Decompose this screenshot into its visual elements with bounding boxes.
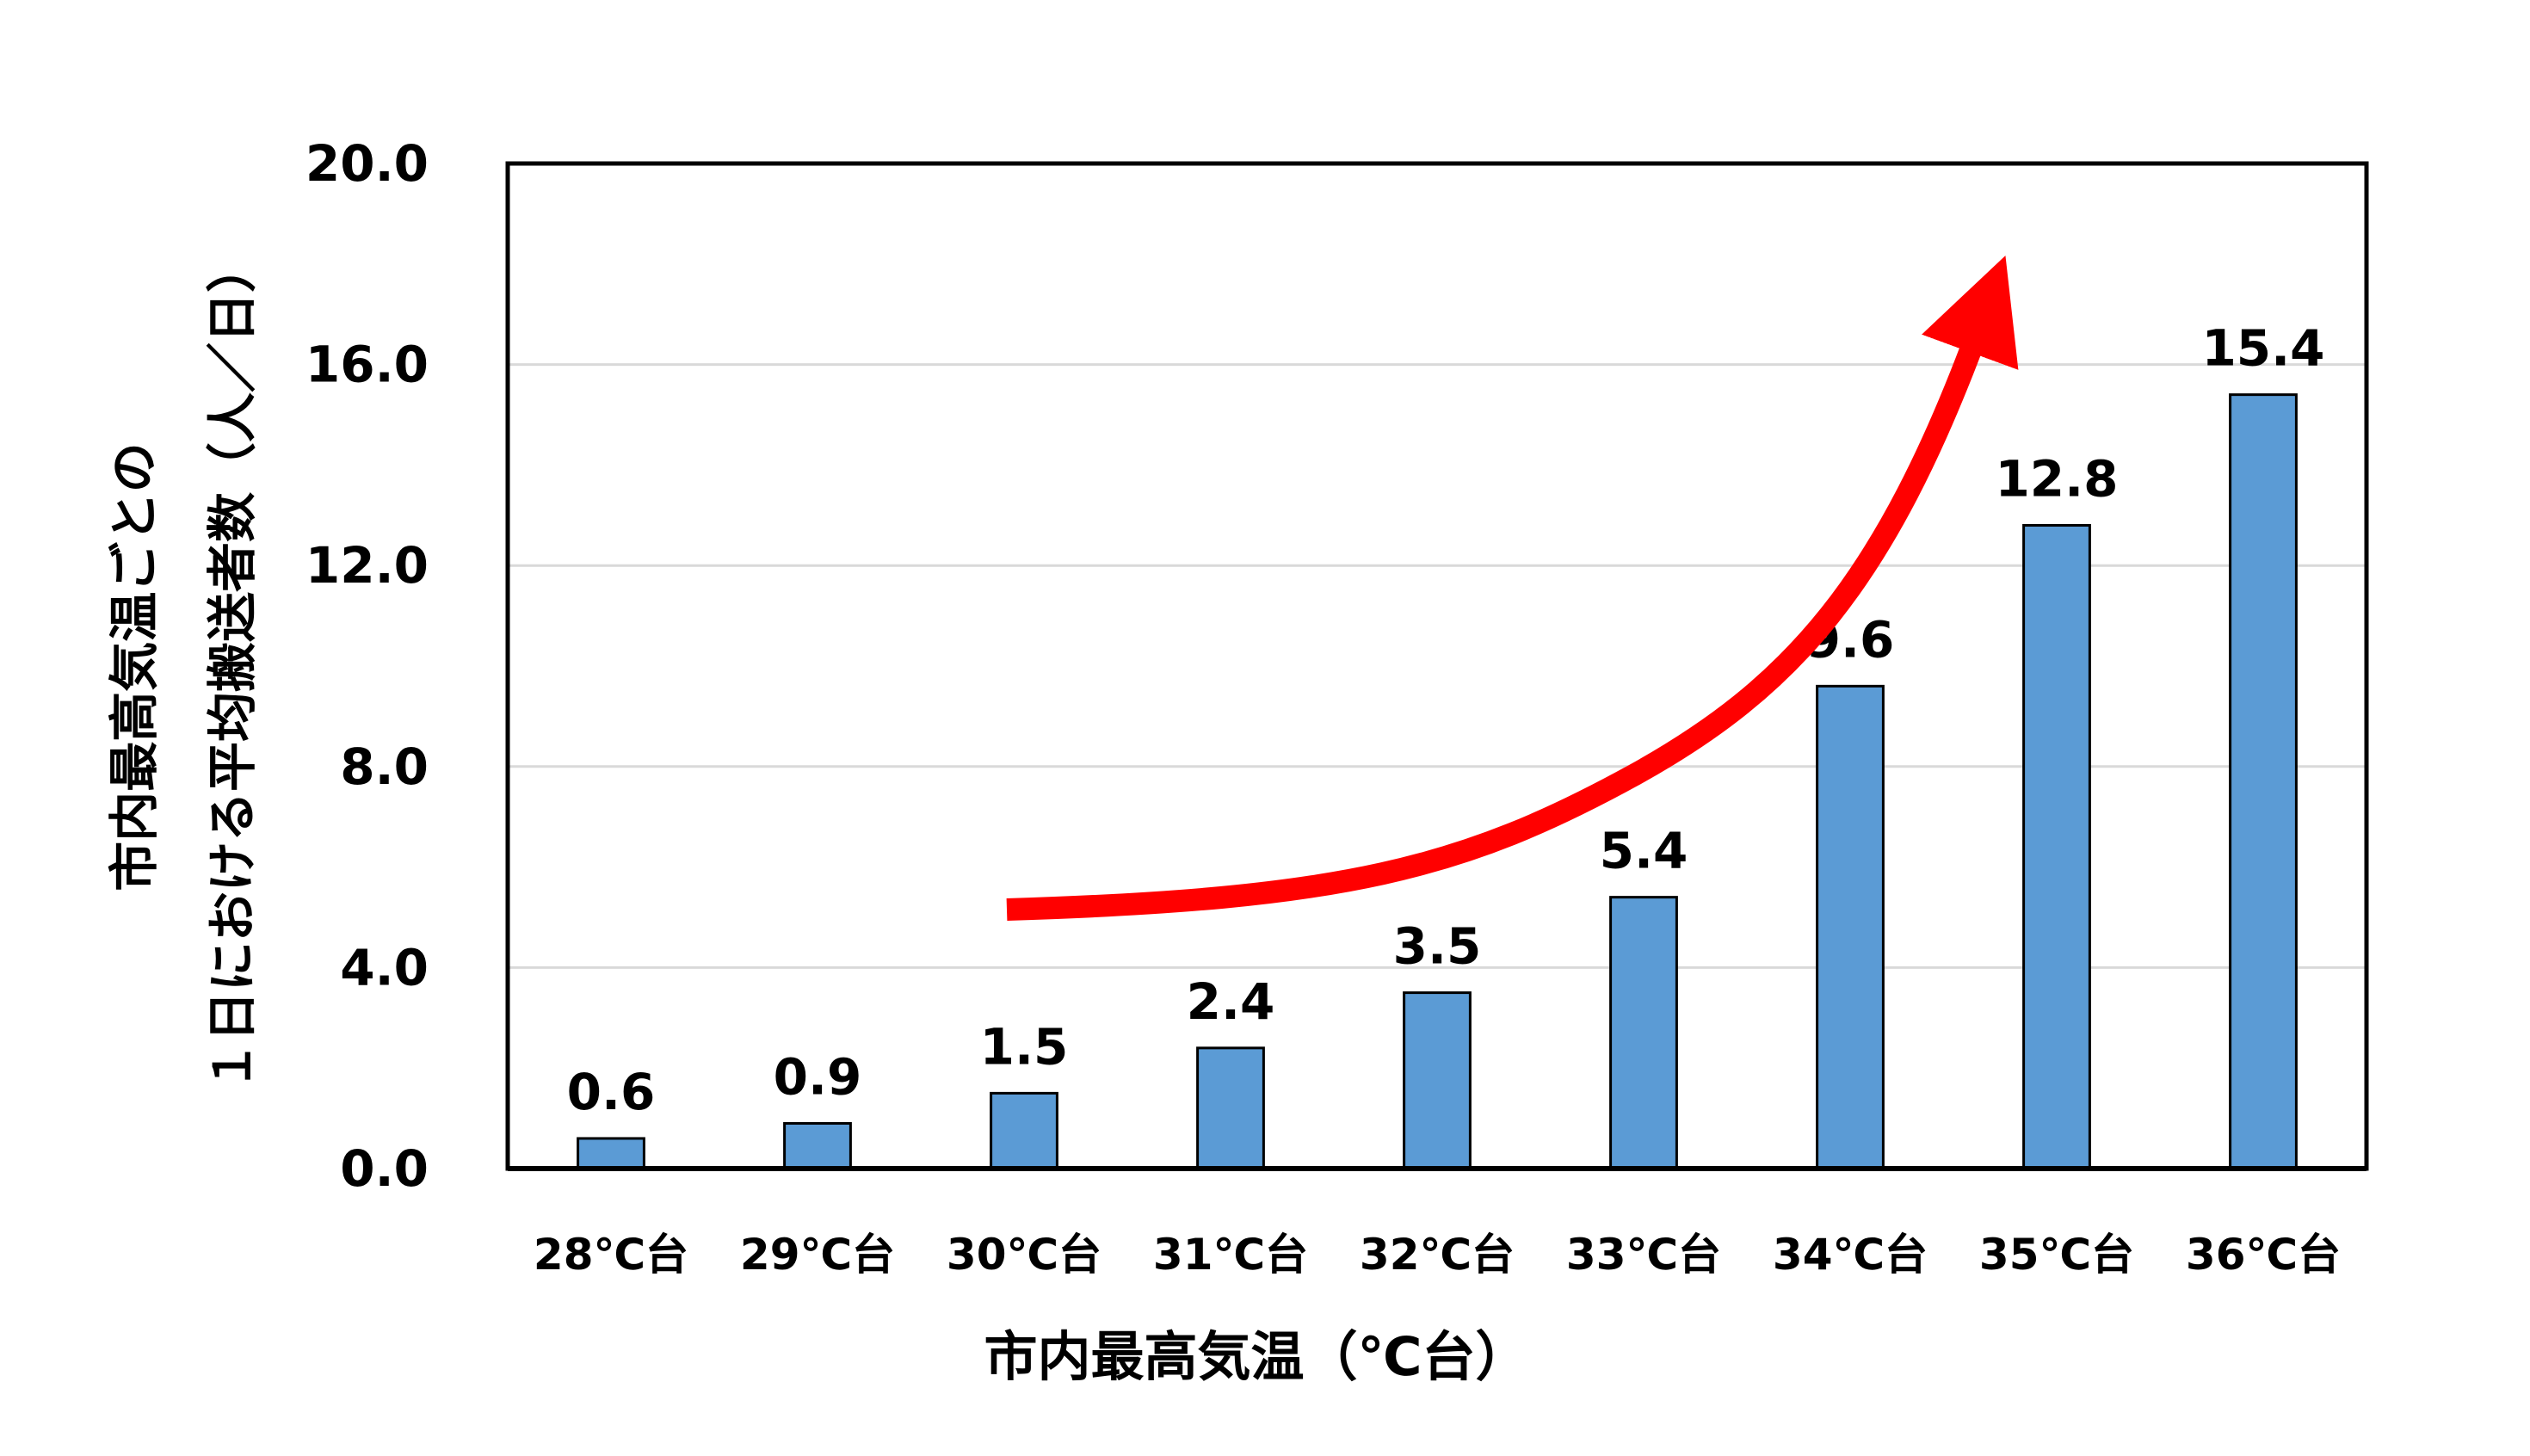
y-tick-label: 0.0: [340, 1139, 429, 1198]
bar: [1403, 991, 1472, 1170]
data-label: 12.8: [1995, 449, 2118, 508]
y-tick-label: 20.0: [305, 134, 429, 193]
y-tick-label: 12.0: [305, 536, 429, 595]
data-labels: 0.6 0.91.52.43.55.49.612.815.4: [567, 319, 2325, 1121]
bar: [577, 1137, 645, 1170]
x-tick-label: 30℃台: [947, 1230, 1101, 1280]
plot-frame: [505, 161, 2369, 1171]
x-tick-label: 33℃台: [1566, 1230, 1721, 1280]
x-tick-label: 29℃台: [740, 1230, 895, 1280]
bar: [2022, 523, 2091, 1170]
y-tick-label: 16.0: [305, 336, 429, 394]
data-label: 5.4: [1600, 822, 1688, 880]
bar: [990, 1091, 1058, 1170]
data-label: 0.9: [774, 1047, 862, 1106]
bar: [1609, 896, 1678, 1170]
x-tick-label: 32℃台: [1360, 1230, 1515, 1280]
data-label: 2.4: [1187, 972, 1275, 1031]
trend-arrow: [1006, 256, 2019, 921]
data-label: 0.6: [567, 1063, 656, 1121]
y-tick-label: 8.0: [340, 737, 429, 796]
x-tick-label: 31℃台: [1153, 1230, 1308, 1280]
x-tick-label: 35℃台: [1979, 1230, 2134, 1280]
x-tick-label: 36℃台: [2186, 1230, 2341, 1280]
y-axis-title-line2: １日における平均搬送者数（人／日）: [203, 243, 262, 1091]
y-axis-title-line1: 市内最高気温ごとの: [105, 442, 164, 891]
data-label: 15.4: [2201, 319, 2324, 378]
data-label: 3.5: [1393, 917, 1482, 976]
y-tick-labels: 0.0 4.0 8.0 12.0 16.0 20.0: [305, 134, 429, 1198]
x-tick-labels: 28℃台 29℃台 30℃台 31℃台 32℃台 33℃台 34℃台 35℃台 36℃台: [534, 1230, 2341, 1280]
data-label: 1.5: [980, 1017, 1069, 1076]
bar: [2229, 393, 2298, 1170]
bars: [577, 393, 2298, 1170]
bar: [1816, 684, 1885, 1170]
x-tick-label: 34℃台: [1773, 1230, 1928, 1280]
bar: [1196, 1046, 1265, 1170]
x-axis-title: 市内最高気温（℃台）: [984, 1325, 1528, 1388]
bar: [783, 1121, 852, 1170]
y-tick-label: 4.0: [340, 938, 429, 996]
x-tick-label: 28℃台: [534, 1230, 688, 1280]
